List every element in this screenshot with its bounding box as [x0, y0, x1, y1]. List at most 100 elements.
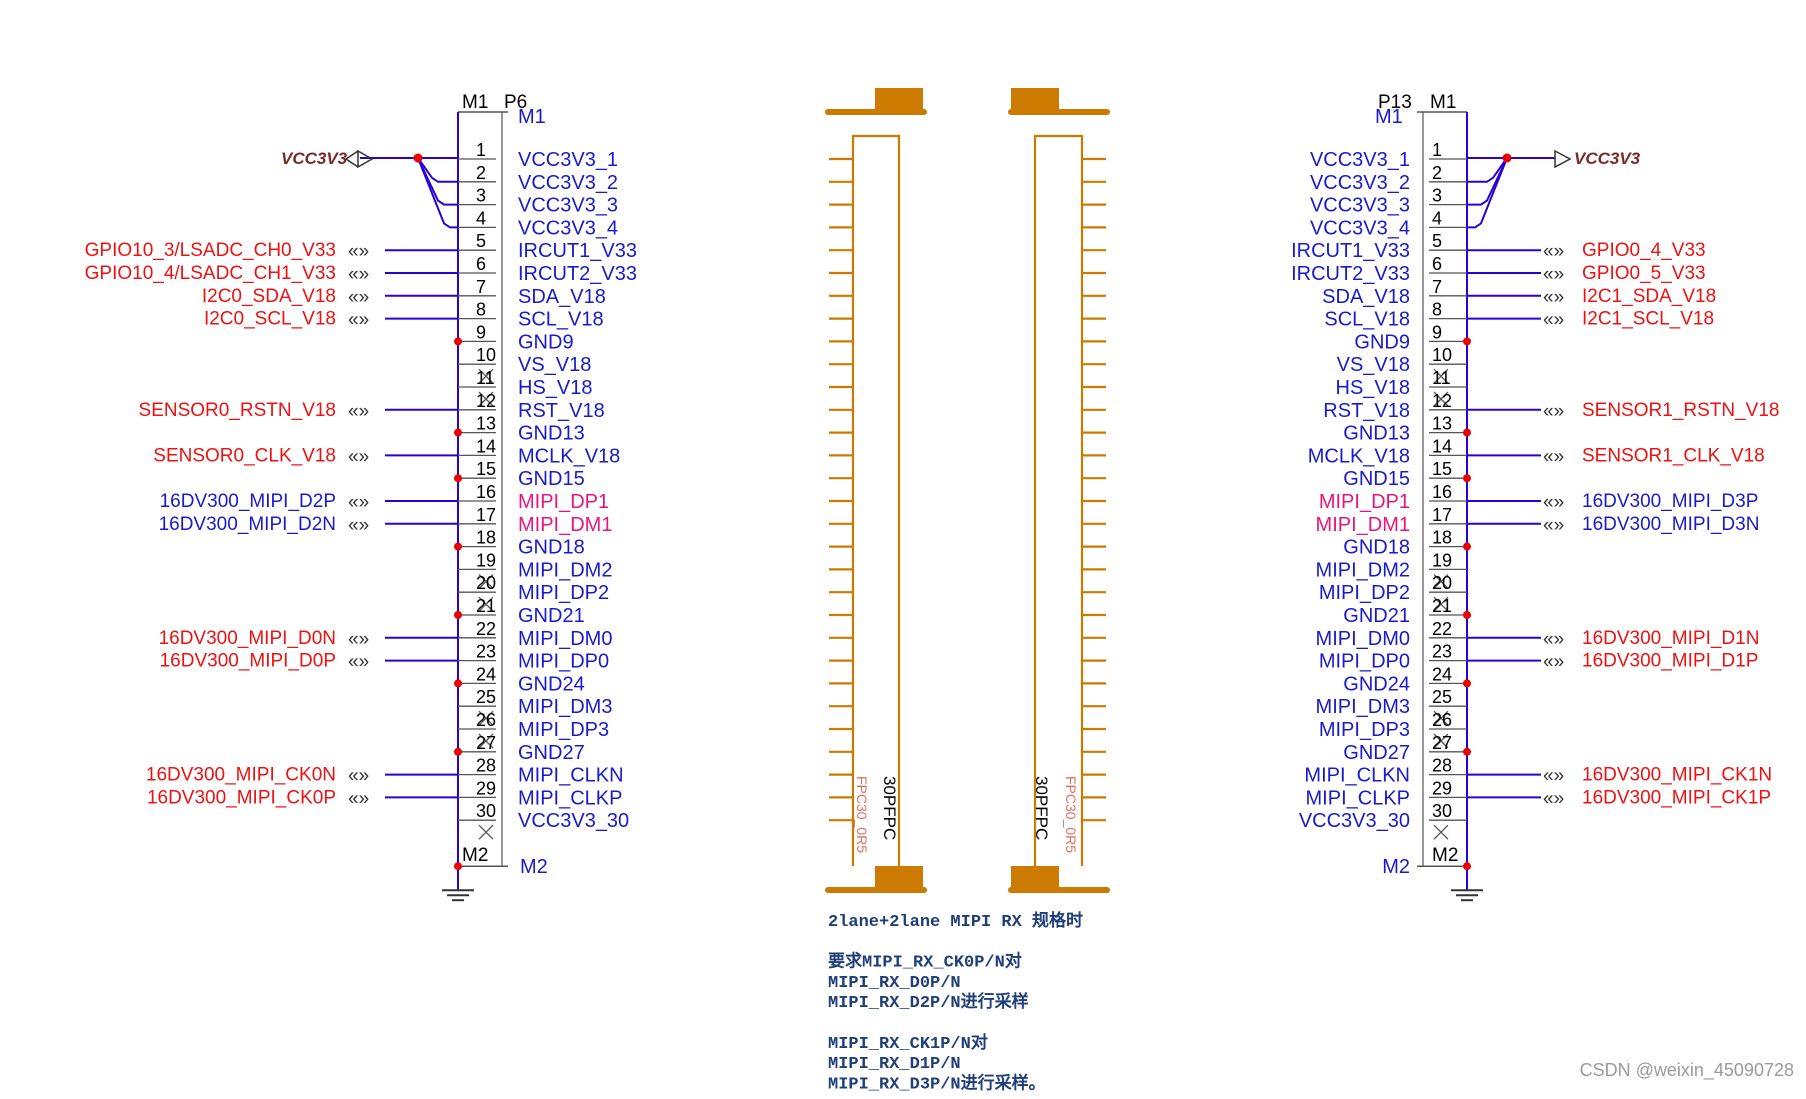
pin-name: IRCUT2_V33 — [1291, 263, 1410, 285]
pin-number: 21 — [476, 596, 496, 616]
pin-name: VCC3V3_2 — [1310, 172, 1410, 194]
power-wire — [417, 157, 458, 229]
pin-number: 3 — [476, 186, 486, 206]
net-port-icon: «» — [1543, 652, 1564, 673]
net-label: 16DV300_MIPI_CK1N — [1582, 765, 1772, 786]
pin-number: 27 — [1432, 733, 1452, 753]
net-label: 16DV300_MIPI_D3P — [1582, 491, 1758, 512]
net-label: GPIO0_4_V33 — [1582, 240, 1706, 261]
no-connect-mark — [478, 391, 494, 407]
designator: P13 — [1378, 92, 1412, 113]
mount-ref-m2: M2 — [1432, 845, 1458, 866]
net-label: I2C0_SCL_V18 — [204, 309, 336, 330]
pin-number: 8 — [1432, 300, 1442, 320]
pin-number: 1 — [476, 140, 486, 160]
fpc-outline-right — [1033, 134, 1084, 866]
note-line: 2lane+2lane MIPI RX 规格时 — [828, 910, 1083, 932]
net-port-icon: «» — [1543, 287, 1564, 308]
pin-name: VCC3V3_3 — [1310, 195, 1410, 217]
net-port-icon: «» — [1543, 401, 1564, 422]
net-label: 16DV300_MIPI_D1P — [1582, 651, 1758, 672]
power-wire — [1467, 157, 1508, 183]
power-net-label: VCC3V3 — [281, 149, 348, 168]
pin-number: 25 — [1432, 687, 1452, 707]
pin-name: MIPI_DP3 — [1319, 719, 1410, 741]
no-connect-mark — [1433, 710, 1449, 726]
power-wire — [1467, 157, 1508, 229]
junction-dot — [1463, 862, 1471, 871]
net-label: 16DV300_MIPI_CK1P — [1582, 787, 1771, 808]
pin-name: MIPI_DM3 — [518, 696, 612, 718]
junction-dot — [454, 611, 462, 619]
pin-name: MIPI_CLKP — [1306, 787, 1410, 809]
net-label: GPIO0_5_V33 — [1582, 263, 1706, 284]
junction-dot — [1502, 153, 1512, 163]
pin-number: 4 — [476, 208, 486, 228]
pin-name: GND15 — [518, 468, 585, 490]
net-label: SENSOR1_RSTN_V18 — [1582, 400, 1779, 421]
net-label: GPIO10_4/LSADC_CH1_V33 — [85, 263, 336, 284]
net-port-icon: «» — [348, 446, 369, 467]
junction-dot — [1463, 474, 1471, 483]
pin-number: 27 — [476, 733, 496, 753]
no-connect-mark — [478, 368, 494, 384]
pin-name: GND21 — [1343, 605, 1410, 627]
pin-name: RST_V18 — [1323, 400, 1410, 422]
pin-number: 8 — [476, 300, 486, 320]
pin-name: VCC3V3_1 — [518, 149, 618, 171]
pin-name: MIPI_DP3 — [518, 719, 609, 741]
net-port-icon: «» — [348, 401, 369, 422]
pin-number: 6 — [476, 254, 486, 274]
net-port-icon: «» — [1543, 515, 1564, 536]
net-port-icon: «» — [348, 629, 369, 650]
net-port-icon: «» — [348, 287, 369, 308]
pin-name: GND13 — [518, 423, 585, 445]
pin-name: MIPI_DM2 — [1316, 559, 1410, 581]
pin-name: GND18 — [1343, 537, 1410, 559]
net-port-icon: «» — [1543, 310, 1564, 331]
pin-name: MCLK_V18 — [518, 445, 620, 467]
pin-number: 22 — [1432, 619, 1452, 639]
net-label: SENSOR1_CLK_V18 — [1582, 445, 1765, 466]
note-line: MIPI_RX_D3P/N进行采样。 — [828, 1072, 1046, 1094]
pin-number: 15 — [1432, 459, 1452, 479]
pin-name: MIPI_CLKP — [518, 787, 622, 809]
pin-number: 11 — [1432, 368, 1451, 388]
power-port-icon — [344, 149, 374, 169]
net-port-icon: «» — [1543, 766, 1564, 787]
pin-name: GND24 — [1343, 673, 1410, 695]
pin-number: 23 — [476, 642, 496, 662]
pin-name: GND15 — [1343, 468, 1410, 490]
pin-number: 10 — [476, 345, 496, 365]
net-port-icon: «» — [348, 310, 369, 331]
mount-ref-m2: M2 — [462, 845, 488, 866]
no-connect-mark — [478, 824, 494, 840]
net-label: 16DV300_MIPI_D1N — [1582, 628, 1759, 649]
pin-number: 30 — [1432, 801, 1452, 821]
pin-number: 11 — [476, 368, 495, 388]
pin-name: MIPI_DP1 — [1319, 491, 1410, 513]
pin-number: 4 — [1432, 208, 1442, 228]
pin-name: IRCUT1_V33 — [518, 240, 637, 262]
net-label: 16DV300_MIPI_D2N — [159, 514, 336, 535]
junction-dot — [1463, 679, 1471, 688]
net-port-icon: «» — [1543, 788, 1564, 809]
fpc-tab-bottom-left — [875, 866, 923, 890]
no-connect-mark — [1433, 573, 1449, 589]
fpc-footprint: 30PFPC FPC30_0R5 30PFPC FPC30_0R5 — [825, 88, 1110, 893]
pin-name: SDA_V18 — [1322, 286, 1410, 308]
pin-number: 29 — [476, 778, 496, 798]
pin-name: IRCUT2_V33 — [518, 263, 637, 285]
pin-name: VCC3V3_2 — [518, 172, 618, 194]
pin-number: 5 — [476, 231, 486, 251]
pin-name: MIPI_DM1 — [1316, 514, 1410, 536]
power-net-label: VCC3V3 — [1574, 149, 1641, 168]
pin-number: 22 — [476, 619, 496, 639]
pin-name: VCC3V3_4 — [518, 217, 618, 239]
net-label: GPIO10_3/LSADC_CH0_V33 — [85, 240, 336, 261]
net-port-icon: «» — [1543, 492, 1564, 513]
net-label: 16DV300_MIPI_D0N — [159, 628, 336, 649]
pin-number: 2 — [1432, 163, 1442, 183]
